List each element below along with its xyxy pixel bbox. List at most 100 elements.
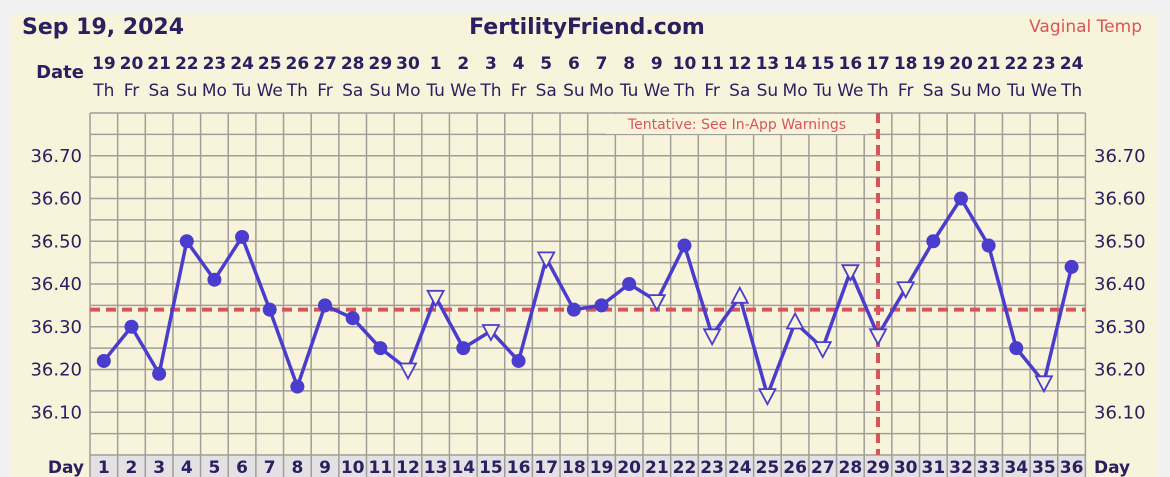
temperature-point (152, 366, 167, 381)
weekday-label: Fr (704, 81, 720, 101)
day-number-label: 13 (424, 458, 448, 477)
date-label: 15 (811, 54, 835, 74)
weekday-label: Mo (783, 81, 808, 101)
day-number-label: 23 (700, 458, 724, 477)
date-label: 5 (540, 54, 552, 74)
date-label: 10 (673, 54, 697, 74)
day-number-label: 27 (811, 458, 835, 477)
weekday-label: Tu (812, 81, 832, 101)
date-label: 20 (120, 54, 144, 74)
temperature-point (1064, 259, 1079, 274)
temperature-point (677, 238, 692, 253)
temperature-point (456, 341, 471, 356)
day-number-label: 5 (209, 458, 221, 477)
day-number-label: 10 (341, 458, 365, 477)
weekday-label: Sa (342, 81, 363, 101)
temperature-point-open-triangle (426, 289, 446, 308)
date-label: 30 (396, 54, 420, 74)
weekday-label: Su (757, 81, 779, 101)
day-number-label: 3 (153, 458, 165, 477)
y-tick-label-left: 36.40 (30, 274, 82, 295)
day-number-label: 7 (264, 458, 276, 477)
date-label: 22 (1004, 54, 1028, 74)
weekday-label: Fr (898, 81, 914, 101)
temperature-point (96, 353, 111, 368)
weekday-label: Th (673, 81, 695, 101)
y-tick-label-left: 36.70 (30, 146, 82, 167)
date-label: 28 (341, 54, 365, 74)
day-number-label: 26 (783, 458, 807, 477)
temperature-point-open-triangle (757, 388, 777, 407)
y-tick-label-left: 36.50 (30, 231, 82, 252)
weekday-label: Sa (923, 81, 944, 101)
weekday-label: Fr (511, 81, 527, 101)
y-tick-label-left: 36.30 (30, 317, 82, 338)
date-label: 12 (728, 54, 752, 74)
date-label: 18 (894, 54, 918, 74)
date-label: 21 (147, 54, 171, 74)
date-label: 26 (286, 54, 310, 74)
date-label: 7 (596, 54, 608, 74)
day-number-label: 22 (673, 458, 697, 477)
date-label: 13 (756, 54, 780, 74)
date-label: 1 (430, 54, 442, 74)
temperature-point (235, 229, 250, 244)
date-label: 23 (1032, 54, 1056, 74)
y-tick-label-right: 36.30 (1094, 317, 1146, 338)
date-label: 22 (175, 54, 199, 74)
weekday-label: Su (950, 81, 972, 101)
weekday-label: Tu (232, 81, 252, 101)
weekday-label: Fr (317, 81, 333, 101)
temperature-point (262, 302, 277, 317)
temperature-point-open-triangle (398, 362, 418, 381)
temperature-chart: Sep 19, 2024 FertilityFriend.com Vaginal… (22, 15, 1146, 477)
weekday-label: Th (1060, 81, 1082, 101)
weekday-label: Sa (729, 81, 750, 101)
weekday-label: Sa (536, 81, 557, 101)
date-label: 24 (1060, 54, 1084, 74)
date-label: 25 (258, 54, 282, 74)
y-tick-label-left: 36.60 (30, 189, 82, 210)
day-row-label-left: Day (48, 458, 84, 477)
day-number-label: 36 (1060, 458, 1084, 477)
weekday-label: We (837, 81, 863, 101)
date-label: 29 (368, 54, 392, 74)
day-number-label: 12 (396, 458, 420, 477)
weekday-label: Tu (425, 81, 445, 101)
temperature-point (594, 298, 609, 313)
temperature-line (102, 196, 1074, 397)
day-number-label: 2 (126, 458, 138, 477)
temperature-point (981, 238, 996, 253)
day-number-label: 28 (839, 458, 863, 477)
temperature-point-open-triangle (868, 328, 888, 347)
date-label: 4 (513, 54, 525, 74)
date-label: 27 (313, 54, 337, 74)
date-label: 17 (866, 54, 890, 74)
tentative-warning: Tentative: See In-App Warnings (627, 117, 846, 133)
temperature-point-open-triangle (730, 285, 750, 304)
temperature-point (1009, 341, 1024, 356)
temperature-point (124, 319, 139, 334)
y-tick-label-right: 36.40 (1094, 274, 1146, 295)
date-label: 11 (700, 54, 724, 74)
date-label: 2 (457, 54, 469, 74)
temperature-point-open-triangle (813, 341, 833, 360)
weekday-label: Mo (589, 81, 614, 101)
temperature-point (345, 311, 360, 326)
day-number-label: 19 (590, 458, 614, 477)
day-number-label: 4 (181, 458, 193, 477)
day-number-label: 35 (1032, 458, 1056, 477)
temp-type-label: Vaginal Temp (1029, 17, 1142, 37)
weekday-label: Th (92, 81, 114, 101)
day-number-label: 8 (291, 458, 303, 477)
temperature-point (511, 353, 526, 368)
y-tick-label-right: 36.50 (1094, 231, 1146, 252)
date-label: 19 (921, 54, 945, 74)
day-number-label: 32 (949, 458, 973, 477)
day-number-label: 17 (534, 458, 558, 477)
y-tick-label-right: 36.10 (1094, 402, 1146, 423)
date-label: 19 (92, 54, 116, 74)
temperature-point-open-triangle (647, 294, 667, 313)
temperature-point (953, 191, 968, 206)
weekday-label: Th (479, 81, 501, 101)
